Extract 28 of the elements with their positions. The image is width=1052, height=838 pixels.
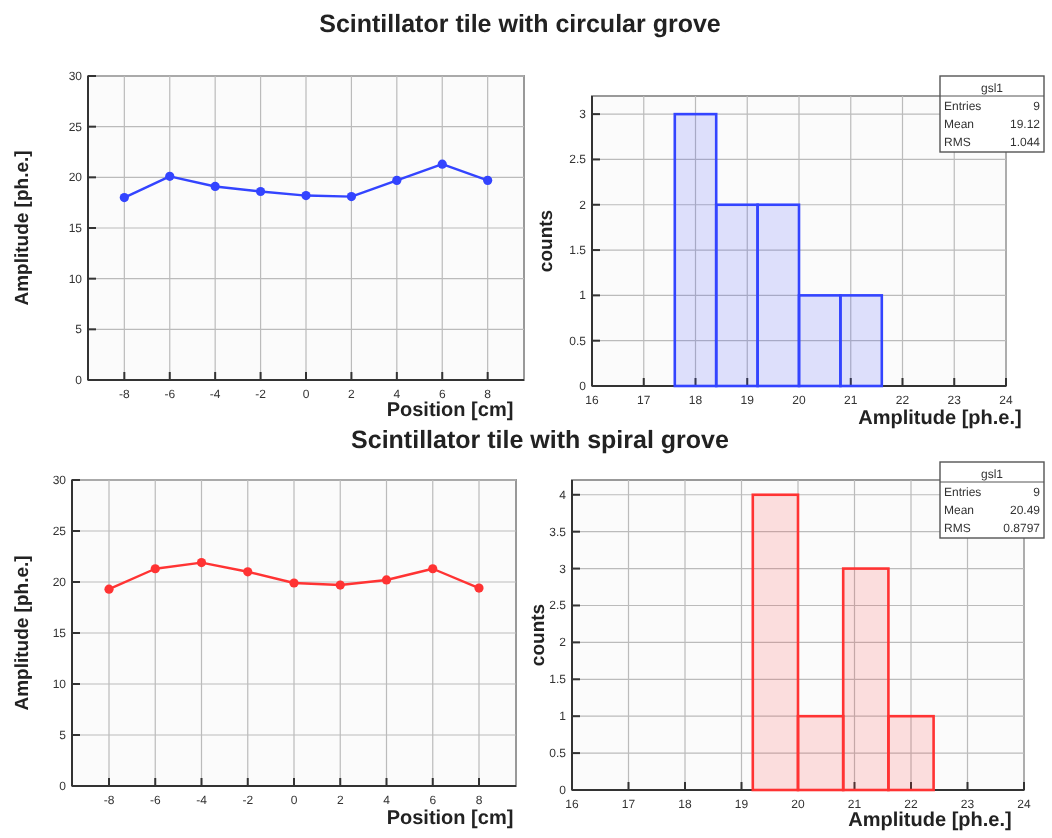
x-axis-title: Amplitude [ph.e.] bbox=[848, 810, 1012, 832]
point bbox=[335, 580, 345, 590]
x-axis-title: Amplitude [ph.e.] bbox=[858, 408, 1022, 430]
x-axis-title: Position [cm] bbox=[386, 808, 514, 830]
point bbox=[428, 564, 438, 574]
point bbox=[474, 583, 484, 593]
point bbox=[165, 171, 175, 181]
chart-title: Scintillator tile with spiral grove bbox=[351, 426, 730, 454]
y-axis-title: counts bbox=[528, 603, 550, 667]
y-axis-title: Amplitude [ph.e.] bbox=[12, 555, 34, 711]
point bbox=[243, 567, 253, 577]
point bbox=[255, 186, 266, 197]
point bbox=[381, 575, 392, 585]
point bbox=[196, 558, 207, 568]
point bbox=[346, 191, 357, 202]
chart-title: Scintillator tile with circular grove bbox=[319, 10, 721, 38]
point bbox=[210, 181, 220, 192]
point bbox=[301, 190, 311, 201]
point bbox=[392, 175, 402, 185]
y-axis-title: counts bbox=[536, 209, 558, 273]
point bbox=[483, 175, 493, 185]
point bbox=[119, 193, 129, 203]
point bbox=[289, 578, 299, 588]
point bbox=[437, 159, 447, 169]
x-axis-title: Position [cm] bbox=[386, 400, 514, 422]
point bbox=[104, 584, 114, 594]
point bbox=[150, 564, 160, 574]
y-axis-title: Amplitude [ph.e.] bbox=[12, 150, 34, 306]
